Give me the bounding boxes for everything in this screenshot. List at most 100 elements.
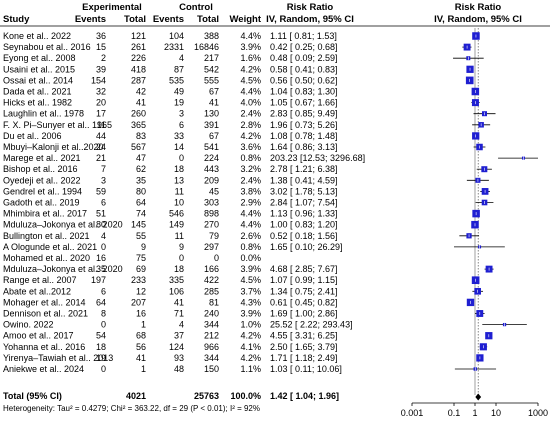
- ctrl-events: 149: [169, 220, 184, 230]
- weight-value: 2.8%: [240, 120, 261, 130]
- ctrl-total: 898: [204, 209, 219, 219]
- ctrl-total: 79: [209, 231, 219, 241]
- ctrl-total: 45: [209, 186, 219, 196]
- ctrl-events: 3: [179, 109, 184, 119]
- control-header: Control: [179, 2, 213, 13]
- study-name: Marege et al.. 2021: [3, 153, 81, 163]
- ctrl-events: 93: [174, 353, 184, 363]
- ctrl-total: 240: [204, 309, 219, 319]
- ctrl-total: 16846: [194, 42, 219, 52]
- ctrl-events: 2331: [164, 42, 184, 52]
- exp-events: 80: [96, 220, 106, 230]
- total-ctrl: 25763: [194, 391, 219, 401]
- ctrl-events: 11: [175, 186, 184, 196]
- exp-total: 233: [131, 275, 146, 285]
- weight-value: 1.1%: [240, 364, 261, 374]
- ctrl-events: 18: [174, 264, 184, 274]
- exp-total-header: Total: [124, 14, 146, 25]
- study-name: F. X. Pi–Sunyer et al.. 1965: [3, 120, 112, 130]
- risk-ratio-ci: 1.71 [ 1.18; 2.49]: [270, 353, 338, 363]
- exp-total: 207: [131, 297, 146, 307]
- ctrl-total: 303: [204, 198, 219, 208]
- study-name: Usaini et al.. 2015: [3, 64, 75, 74]
- table-row: Ossai et al.. 2014 154 287 535 555 4.5% 0.56 […: [3, 75, 338, 85]
- exp-total: 75: [136, 253, 146, 263]
- weight-value: 4.2%: [240, 64, 261, 74]
- exp-total: 55: [136, 231, 146, 241]
- study-name: Mohager et al.. 2014: [3, 297, 86, 307]
- risk-ratio-ci: 1.05 [ 0.67; 1.66]: [270, 98, 338, 108]
- table-row: Gadoth et al.. 2019 6 64 10 303 2.9% 2.84 [ 1.…: [3, 198, 338, 208]
- table-row: Mhimbira et al.. 2017 51 74 546 898 4.4% 1.13 …: [3, 209, 338, 219]
- exp-total: 35: [136, 175, 146, 185]
- experimental-header: Experimental: [82, 2, 142, 13]
- risk-ratio-ci: 1.07 [ 0.99; 1.15]: [270, 275, 338, 285]
- exp-total: 68: [136, 331, 146, 341]
- exp-events: 44: [96, 131, 106, 141]
- weight-value: 4.2%: [240, 131, 261, 141]
- ctrl-events: 11: [175, 231, 184, 241]
- ctrl-events: 13: [174, 175, 184, 185]
- exp-total: 365: [131, 120, 146, 130]
- weight-value: 4.4%: [240, 209, 261, 219]
- table-row: Laughlin et al.. 1978 17 260 3 130 2.4% 2.83 […: [3, 109, 338, 119]
- ctrl-total: 391: [204, 120, 219, 130]
- ctrl-events: 106: [169, 286, 184, 296]
- exp-total: 42: [136, 87, 146, 97]
- exp-events: 20: [96, 98, 106, 108]
- risk-ratio-ci: 203.23 [12.53; 3296.68]: [270, 153, 365, 163]
- exp-events: 6: [101, 198, 106, 208]
- risk-ratio-ci: 1.34 [ 0.75; 2.41]: [270, 286, 338, 296]
- x-tick-label: 1: [472, 408, 477, 418]
- weight-value: 3.2%: [240, 164, 261, 174]
- exp-total: 74: [136, 209, 146, 219]
- risk-ratio-ci: 0.52 [ 0.18; 1.56]: [270, 231, 338, 241]
- weight-value: 1.6%: [240, 53, 261, 63]
- exp-events: 35: [96, 264, 106, 274]
- exp-events: 36: [96, 31, 106, 41]
- table-row: Mohager et al.. 2014 64 207 41 81 4.3% 0.61 [ …: [3, 297, 338, 307]
- weight-value: 4.2%: [240, 353, 261, 363]
- weight-value: 2.6%: [240, 231, 261, 241]
- study-name: Bullington et al.. 2021: [3, 231, 90, 241]
- weight-header: Weight: [230, 14, 262, 25]
- ctrl-total: 41: [209, 98, 219, 108]
- exp-events: 54: [96, 331, 106, 341]
- exp-total: 56: [136, 342, 146, 352]
- study-name: Range et al.. 2007: [3, 275, 77, 285]
- exp-events: 11: [97, 120, 106, 130]
- study-name: Mhimbira et al.. 2017: [3, 209, 87, 219]
- ctrl-events: 535: [169, 75, 184, 85]
- exp-events: 18: [96, 342, 106, 352]
- exp-total: 80: [136, 186, 146, 196]
- exp-events: 3: [101, 175, 106, 185]
- risk-ratio-ci: 2.84 [ 1.07; 7.54]: [270, 198, 338, 208]
- ctrl-events: 33: [174, 131, 184, 141]
- weight-value: 3.6%: [240, 142, 261, 152]
- study-name: Mduluza–Jokonya et al.. 2020: [3, 220, 123, 230]
- exp-total: 226: [131, 53, 146, 63]
- exp-events: 8: [101, 309, 106, 319]
- weight-value: 2.9%: [240, 198, 261, 208]
- ctrl-total: 344: [204, 353, 219, 363]
- exp-events: 0: [101, 320, 106, 330]
- ctrl-events: 18: [174, 164, 184, 174]
- weight-value: 4.5%: [240, 75, 261, 85]
- exp-total: 9: [141, 242, 146, 252]
- risk-ratio-ci: 1.04 [ 0.83; 1.30]: [270, 87, 338, 97]
- risk-ratio-ci: 4.68 [ 2.85; 7.67]: [270, 264, 338, 274]
- exp-events: 16: [96, 253, 106, 263]
- exp-events: 21: [96, 153, 106, 163]
- x-tick-label: 10: [491, 408, 501, 418]
- ctrl-total: 209: [204, 175, 219, 185]
- ctrl-total: 130: [204, 109, 219, 119]
- ctrl-total: 270: [204, 220, 219, 230]
- study-name: Mduluza–Jokonya et al.. 2020: [3, 264, 123, 274]
- ctrl-events: 4: [179, 320, 184, 330]
- table-row: Dada et al.. 2021 32 42 49 67 4.4% 1.04 [ 0.83…: [3, 87, 338, 97]
- ctrl-events: 37: [174, 331, 184, 341]
- x-tick-label: 1000: [528, 408, 548, 418]
